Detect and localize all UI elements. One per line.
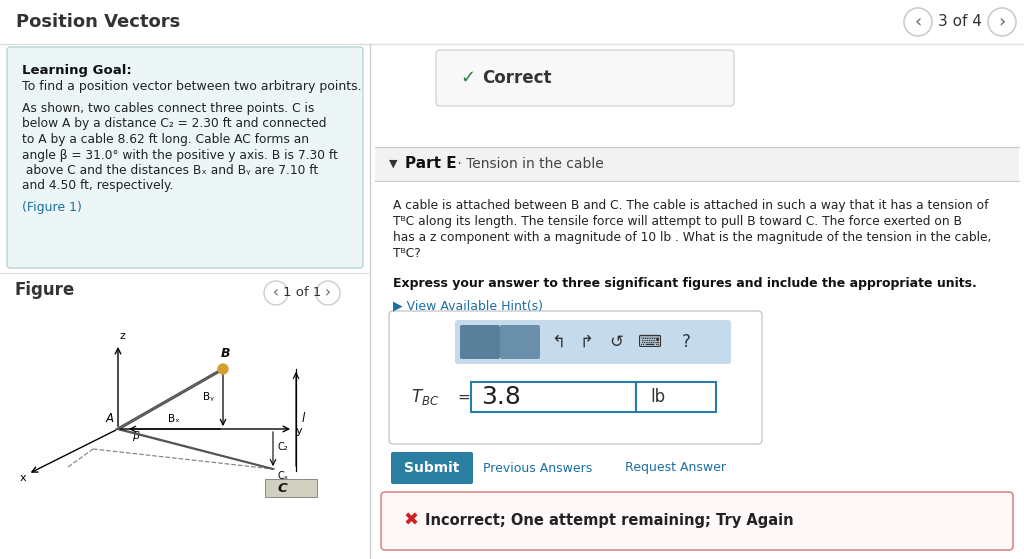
Text: Submit: Submit xyxy=(404,461,460,475)
Text: B: B xyxy=(221,347,230,360)
Text: As shown, two cables connect three points. C is: As shown, two cables connect three point… xyxy=(22,102,314,115)
Text: Cₓ: Cₓ xyxy=(278,471,288,481)
Text: Learning Goal:: Learning Goal: xyxy=(22,64,132,77)
FancyBboxPatch shape xyxy=(389,311,762,444)
Text: below A by a distance C₂ = 2.30 ft and connected: below A by a distance C₂ = 2.30 ft and c… xyxy=(22,117,327,130)
Text: Previous Answers: Previous Answers xyxy=(483,462,592,475)
Text: ‹: ‹ xyxy=(914,13,922,31)
Text: ?: ? xyxy=(682,333,690,351)
Text: ▼: ▼ xyxy=(389,159,397,169)
Text: Bᵧ: Bᵧ xyxy=(203,392,214,402)
Text: β: β xyxy=(132,431,139,441)
Text: ↰: ↰ xyxy=(551,333,565,351)
Text: ‹: ‹ xyxy=(273,286,279,301)
Text: angle β = 31.0° with the positive y axis. B is 7.30 ft: angle β = 31.0° with the positive y axis… xyxy=(22,149,338,162)
FancyBboxPatch shape xyxy=(7,47,362,268)
Text: Figure: Figure xyxy=(15,281,75,299)
Text: ⌨: ⌨ xyxy=(638,333,662,351)
Text: to A by a cable 8.62 ft long. Cable AC forms an: to A by a cable 8.62 ft long. Cable AC f… xyxy=(22,133,309,146)
Text: 1 of 1: 1 of 1 xyxy=(283,287,322,300)
Text: μA: μA xyxy=(512,335,528,348)
Text: To find a position vector between two arbitrary points.: To find a position vector between two ar… xyxy=(22,80,361,93)
FancyBboxPatch shape xyxy=(471,382,636,412)
Text: C₂: C₂ xyxy=(278,442,288,452)
Text: l: l xyxy=(302,413,305,425)
Text: C: C xyxy=(278,482,288,495)
Text: z: z xyxy=(120,331,126,341)
Text: · Tension in the cable: · Tension in the cable xyxy=(453,157,604,171)
Text: (Figure 1): (Figure 1) xyxy=(22,201,82,214)
FancyBboxPatch shape xyxy=(636,382,716,412)
Text: ▶ View Available Hint(s): ▶ View Available Hint(s) xyxy=(393,299,543,312)
FancyBboxPatch shape xyxy=(500,325,540,359)
Text: Bₓ: Bₓ xyxy=(168,414,180,424)
Text: Part E: Part E xyxy=(406,157,457,172)
Text: TᴮC along its length. The tensile force will attempt to pull B toward C. The for: TᴮC along its length. The tensile force … xyxy=(393,215,962,228)
Text: $T_{BC}$: $T_{BC}$ xyxy=(411,387,439,407)
FancyBboxPatch shape xyxy=(436,50,734,106)
Text: 3.8: 3.8 xyxy=(481,385,521,409)
Text: Request Answer: Request Answer xyxy=(625,462,726,475)
Text: has a z component with a magnitude of 10 lb . What is the magnitude of the tensi: has a z component with a magnitude of 10… xyxy=(393,231,991,244)
Text: ↺: ↺ xyxy=(609,333,623,351)
Text: =: = xyxy=(457,390,470,405)
Text: Correct: Correct xyxy=(482,69,552,87)
FancyBboxPatch shape xyxy=(381,492,1013,550)
Text: ✖: ✖ xyxy=(403,512,418,530)
Text: ↱: ↱ xyxy=(579,333,593,351)
Text: y: y xyxy=(296,426,303,436)
Circle shape xyxy=(218,364,228,374)
Bar xyxy=(0,0,1024,44)
FancyBboxPatch shape xyxy=(460,325,500,359)
Text: x: x xyxy=(20,473,27,483)
Text: ›: › xyxy=(325,286,331,301)
Text: above C and the distances Bₓ and Bᵧ are 7.10 ft: above C and the distances Bₓ and Bᵧ are … xyxy=(22,164,318,177)
Text: Position Vectors: Position Vectors xyxy=(16,13,180,31)
Text: 3 of 4: 3 of 4 xyxy=(938,15,982,30)
Text: A: A xyxy=(106,412,114,425)
Bar xyxy=(375,147,1019,181)
Text: Express your answer to three significant figures and include the appropriate uni: Express your answer to three significant… xyxy=(393,277,977,290)
Text: and 4.50 ft, respectively.: and 4.50 ft, respectively. xyxy=(22,179,173,192)
Text: A cable is attached between B and C. The cable is attached in such a way that it: A cable is attached between B and C. The… xyxy=(393,199,988,212)
FancyBboxPatch shape xyxy=(265,479,317,497)
Text: lb: lb xyxy=(650,388,666,406)
Text: TᴮC?: TᴮC? xyxy=(393,247,421,260)
FancyBboxPatch shape xyxy=(391,452,473,484)
Text: Incorrect; One attempt remaining; Try Again: Incorrect; One attempt remaining; Try Ag… xyxy=(425,514,794,528)
Text: ›: › xyxy=(998,13,1006,31)
Text: ✓: ✓ xyxy=(460,69,475,87)
FancyBboxPatch shape xyxy=(455,320,731,364)
Text: ▣▤: ▣▤ xyxy=(468,335,492,348)
